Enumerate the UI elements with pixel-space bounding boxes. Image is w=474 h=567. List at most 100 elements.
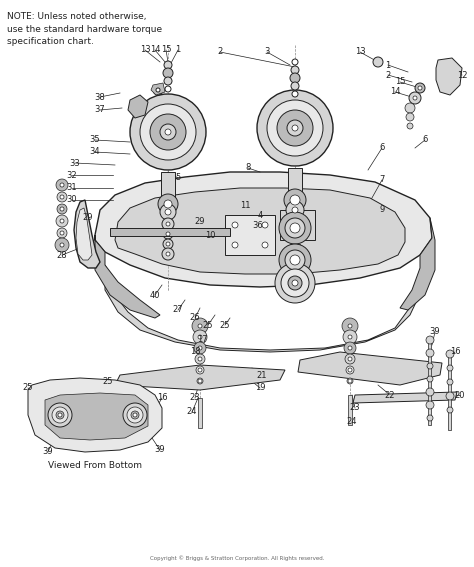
Text: 8: 8: [246, 163, 251, 172]
Circle shape: [165, 209, 171, 215]
Bar: [198, 398, 202, 428]
Circle shape: [343, 330, 357, 344]
Circle shape: [58, 413, 62, 417]
Circle shape: [348, 357, 352, 361]
Circle shape: [292, 59, 298, 65]
Circle shape: [56, 215, 68, 227]
Circle shape: [426, 336, 434, 344]
Text: 14: 14: [390, 87, 400, 96]
Circle shape: [160, 124, 176, 140]
Text: Copyright © Briggs & Stratton Corporation. All Rights reserved.: Copyright © Briggs & Stratton Corporatio…: [150, 555, 324, 561]
Circle shape: [290, 255, 300, 265]
Circle shape: [426, 401, 434, 409]
Circle shape: [165, 86, 171, 92]
Polygon shape: [115, 365, 285, 390]
Polygon shape: [151, 83, 165, 95]
Polygon shape: [76, 208, 92, 260]
Text: 36: 36: [253, 221, 264, 230]
Circle shape: [52, 407, 68, 423]
Circle shape: [60, 195, 64, 199]
Polygon shape: [400, 218, 435, 310]
Circle shape: [197, 378, 203, 384]
Circle shape: [285, 250, 305, 270]
Text: 2: 2: [218, 48, 223, 57]
Circle shape: [166, 242, 170, 246]
Circle shape: [166, 232, 170, 236]
Text: 15: 15: [161, 45, 171, 54]
Bar: [428, 340, 431, 425]
Text: 13: 13: [355, 48, 365, 57]
Circle shape: [257, 90, 333, 166]
Circle shape: [60, 183, 64, 187]
Circle shape: [346, 366, 354, 374]
Text: 23: 23: [350, 404, 360, 413]
Circle shape: [158, 194, 178, 214]
Text: 39: 39: [43, 447, 53, 456]
Circle shape: [153, 85, 163, 95]
Circle shape: [262, 242, 268, 248]
Circle shape: [198, 379, 202, 383]
Text: 29: 29: [195, 218, 205, 226]
Circle shape: [285, 218, 305, 238]
Circle shape: [447, 365, 453, 371]
Circle shape: [286, 201, 304, 219]
Circle shape: [166, 222, 170, 226]
Text: 30: 30: [67, 196, 77, 205]
Text: Viewed From Bottom: Viewed From Bottom: [48, 460, 142, 469]
Circle shape: [405, 103, 415, 113]
Circle shape: [127, 407, 143, 423]
Text: 25: 25: [23, 383, 33, 392]
Circle shape: [291, 66, 299, 74]
Circle shape: [60, 219, 64, 223]
Text: 39: 39: [430, 328, 440, 336]
Text: 11: 11: [240, 201, 250, 209]
Circle shape: [426, 388, 434, 396]
Text: 14: 14: [150, 45, 160, 54]
Circle shape: [292, 207, 298, 213]
Text: 5: 5: [175, 174, 181, 183]
Circle shape: [140, 104, 196, 160]
Text: 22: 22: [385, 391, 395, 400]
Circle shape: [287, 120, 303, 136]
Bar: [110, 228, 230, 236]
Text: 31: 31: [67, 184, 77, 193]
Circle shape: [407, 123, 413, 129]
Circle shape: [290, 195, 300, 205]
Circle shape: [427, 415, 433, 421]
Circle shape: [150, 114, 186, 150]
Circle shape: [292, 125, 298, 131]
Text: 10: 10: [205, 231, 215, 239]
Circle shape: [57, 204, 67, 214]
Circle shape: [290, 223, 300, 233]
Circle shape: [373, 57, 383, 67]
Text: 17: 17: [197, 336, 207, 345]
Circle shape: [198, 346, 202, 350]
Circle shape: [292, 91, 298, 97]
Circle shape: [279, 212, 311, 244]
Circle shape: [447, 379, 453, 385]
Text: 37: 37: [95, 105, 105, 115]
Text: 15: 15: [395, 78, 405, 87]
Text: 16: 16: [450, 348, 460, 357]
Circle shape: [277, 110, 313, 146]
Text: 24: 24: [347, 417, 357, 426]
Circle shape: [198, 324, 202, 328]
Circle shape: [406, 113, 414, 121]
Circle shape: [156, 88, 160, 92]
Circle shape: [418, 86, 422, 90]
Circle shape: [163, 229, 173, 239]
Circle shape: [348, 368, 352, 372]
Circle shape: [193, 330, 207, 344]
Circle shape: [291, 82, 299, 90]
Text: 6: 6: [379, 143, 385, 153]
Circle shape: [348, 335, 352, 339]
Circle shape: [194, 342, 206, 354]
Circle shape: [60, 231, 64, 235]
Text: 16: 16: [157, 393, 167, 403]
Polygon shape: [95, 172, 432, 287]
Circle shape: [426, 349, 434, 357]
Bar: [288, 168, 302, 196]
Circle shape: [55, 238, 69, 252]
Polygon shape: [28, 378, 162, 452]
Circle shape: [195, 354, 205, 364]
